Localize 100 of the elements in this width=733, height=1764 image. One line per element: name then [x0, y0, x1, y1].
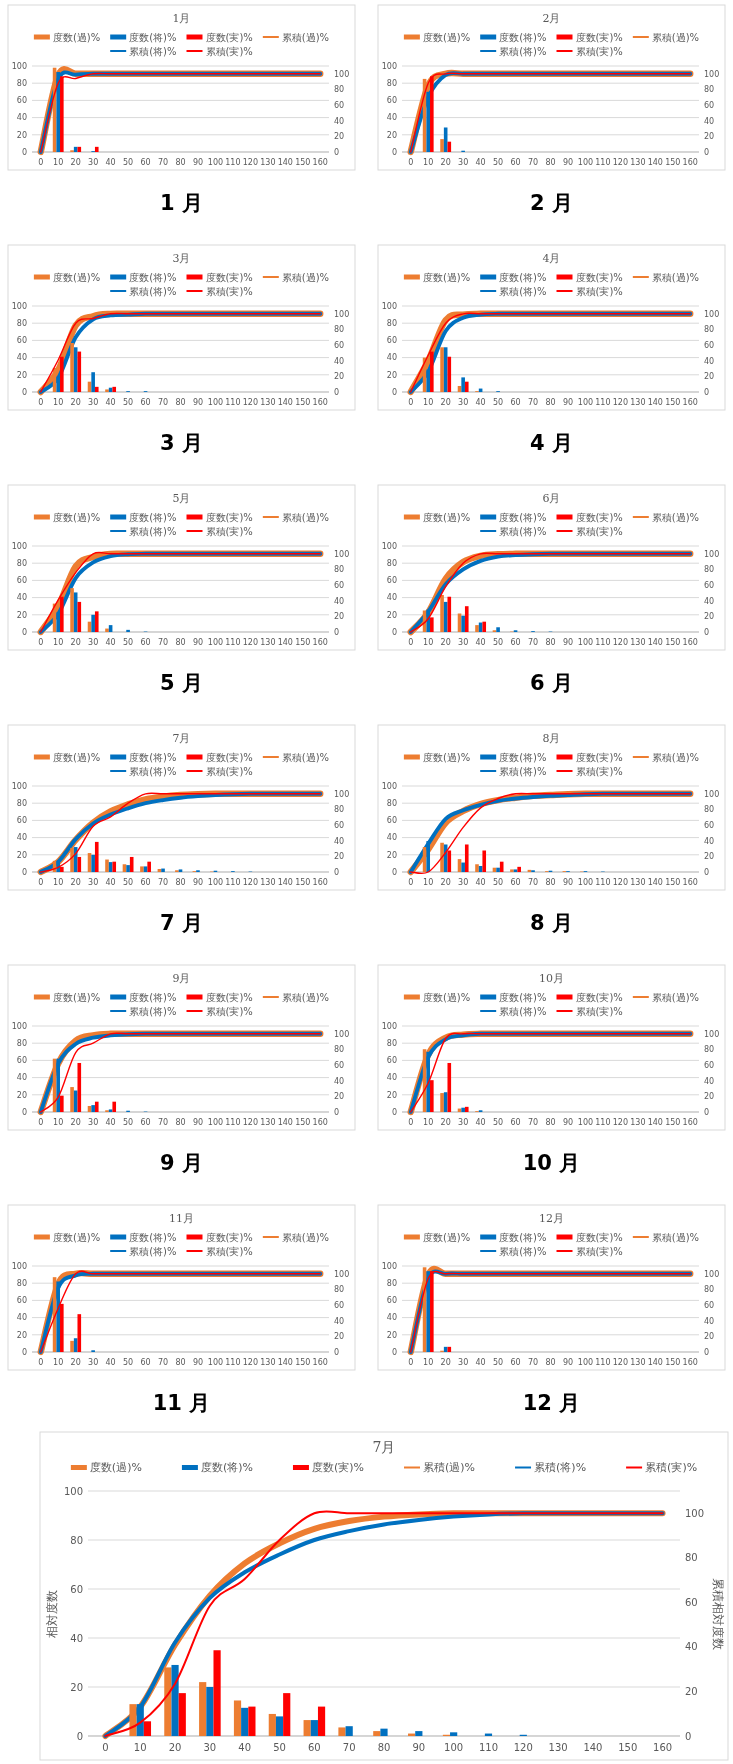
y-tick-label: 20 — [386, 370, 397, 380]
y-tick-label: 0 — [391, 1107, 397, 1117]
x-tick-label: 20 — [440, 638, 451, 647]
x-tick-label: 120 — [612, 1358, 629, 1367]
x-tick-label: 140 — [277, 1118, 293, 1127]
y2-tick-label: 60 — [704, 340, 715, 350]
legend-label: 累積(過)% — [651, 1231, 700, 1243]
text: 3 月 — [160, 431, 203, 455]
x-tick-label: 150 — [295, 158, 311, 167]
x-tick-label: 80 — [545, 878, 556, 887]
x-tick-label: 100 — [207, 638, 224, 647]
legend-label: 累積(実)% — [575, 765, 623, 777]
legend-label: 累積(実)% — [645, 1461, 698, 1475]
chart-title: 7月 — [372, 1439, 396, 1455]
x-tick-label: 140 — [647, 638, 663, 647]
legend-label: 度数(将)% — [129, 1231, 177, 1243]
y-tick-label: 100 — [11, 301, 27, 311]
y2-tick-label: 80 — [334, 565, 345, 575]
text: 1 月 — [160, 191, 203, 215]
x-tick-label: 120 — [513, 1742, 533, 1753]
y-tick-label: 60 — [386, 576, 397, 586]
x-tick-label: 10 — [53, 1118, 64, 1127]
x-tick-label: 40 — [475, 638, 486, 647]
x-tick-label: 130 — [260, 398, 276, 407]
x-tick-label: 30 — [458, 1118, 469, 1127]
y-tick-label: 20 — [16, 1330, 27, 1340]
x-tick-label: 90 — [192, 878, 204, 887]
y-tick-label: 60 — [16, 816, 27, 826]
y-tick-label: 80 — [386, 79, 397, 88]
legend-label: 累積(過)% — [281, 751, 330, 763]
x-tick-label: 20 — [440, 1358, 451, 1367]
y-tick-label: 80 — [386, 1039, 397, 1048]
x-tick-label: 110 — [478, 1742, 499, 1753]
legend-label: 累積(実)% — [205, 1245, 253, 1257]
legend-label: 累積(将)% — [129, 525, 177, 537]
legend-label: 度数(実)% — [575, 991, 623, 1003]
text: 10 月 — [522, 1151, 581, 1175]
x-tick-label: 120 — [242, 1358, 259, 1367]
legend-label: 累積(実)% — [575, 1245, 623, 1257]
y-tick-label: 0 — [21, 627, 27, 637]
legend-label: 度数(実)% — [205, 31, 253, 43]
y-tick-label: 80 — [16, 799, 27, 808]
y-tick-label: 40 — [16, 833, 27, 843]
x-tick-label: 140 — [277, 398, 293, 407]
x-tick-label: 110 — [595, 638, 611, 647]
y2-tick-label: 0 — [334, 627, 340, 637]
y-tick-label: 100 — [381, 61, 397, 71]
legend-label: 累積(将)% — [499, 1245, 547, 1257]
legend-label: 累積(過)% — [651, 751, 700, 763]
y-tick-label: 80 — [386, 799, 397, 808]
x-tick-label: 0 — [38, 398, 44, 407]
x-tick-label: 150 — [295, 398, 311, 407]
text: 12 月 — [522, 1391, 581, 1415]
legend-label: 度数(実)% — [575, 1231, 623, 1243]
y2-tick-label: 0 — [334, 147, 340, 157]
x-tick-label: 150 — [665, 878, 681, 887]
x-tick-label: 160 — [682, 878, 698, 887]
x-tick-label: 150 — [295, 878, 311, 887]
y-tick-label: 80 — [16, 1279, 27, 1288]
y2-tick-label: 60 — [334, 580, 345, 590]
x-tick-label: 40 — [105, 158, 116, 167]
x-tick-label: 70 — [157, 638, 169, 647]
legend-label: 累積(実)% — [205, 285, 253, 297]
y2-tick-label: 60 — [704, 100, 715, 110]
chart-title: 3月 — [172, 252, 191, 265]
x-tick-label: 150 — [665, 398, 681, 407]
y2-tick-label: 100 — [334, 1029, 350, 1039]
y-tick-label: 100 — [11, 541, 27, 551]
legend-label: 累積(実)% — [575, 525, 623, 537]
y-tick-label: 60 — [386, 96, 397, 106]
x-tick-label: 60 — [140, 1358, 151, 1367]
x-tick-label: 80 — [175, 398, 186, 407]
x-tick-label: 150 — [618, 1742, 638, 1753]
y2-tick-label: 80 — [334, 1285, 345, 1295]
legend-label: 累積(過)% — [281, 1231, 330, 1243]
x-tick-label: 10 — [133, 1742, 147, 1753]
x-tick-label: 160 — [653, 1742, 673, 1753]
chart-title: 2月 — [542, 12, 561, 25]
chart-title: 12月 — [539, 1212, 564, 1225]
x-tick-label: 120 — [612, 1118, 629, 1127]
y2-tick-label: 100 — [704, 789, 720, 799]
y2-tick-label: 40 — [704, 1076, 715, 1086]
y-tick-label: 40 — [386, 833, 397, 843]
y2-tick-label: 100 — [334, 1269, 350, 1279]
y-tick-label: 40 — [386, 113, 397, 123]
x-tick-label: 100 — [577, 638, 594, 647]
x-tick-label: 30 — [88, 1118, 99, 1127]
x-tick-label: 80 — [545, 1118, 556, 1127]
y-tick-label: 100 — [11, 61, 27, 71]
legend-label: 度数(実)% — [575, 751, 623, 763]
y2-tick-label: 0 — [704, 627, 710, 637]
y-axis-title: 相対度数 — [45, 1589, 59, 1638]
legend-label: 累積(将)% — [129, 1245, 177, 1257]
y2-tick-label: 100 — [704, 309, 720, 319]
y-tick-label: 60 — [16, 1056, 27, 1066]
x-tick-label: 130 — [260, 878, 276, 887]
legend-label: 累積(実)% — [575, 285, 623, 297]
legend-label: 累積(将)% — [499, 765, 547, 777]
x-tick-label: 60 — [140, 878, 151, 887]
x-tick-label: 130 — [630, 1358, 646, 1367]
